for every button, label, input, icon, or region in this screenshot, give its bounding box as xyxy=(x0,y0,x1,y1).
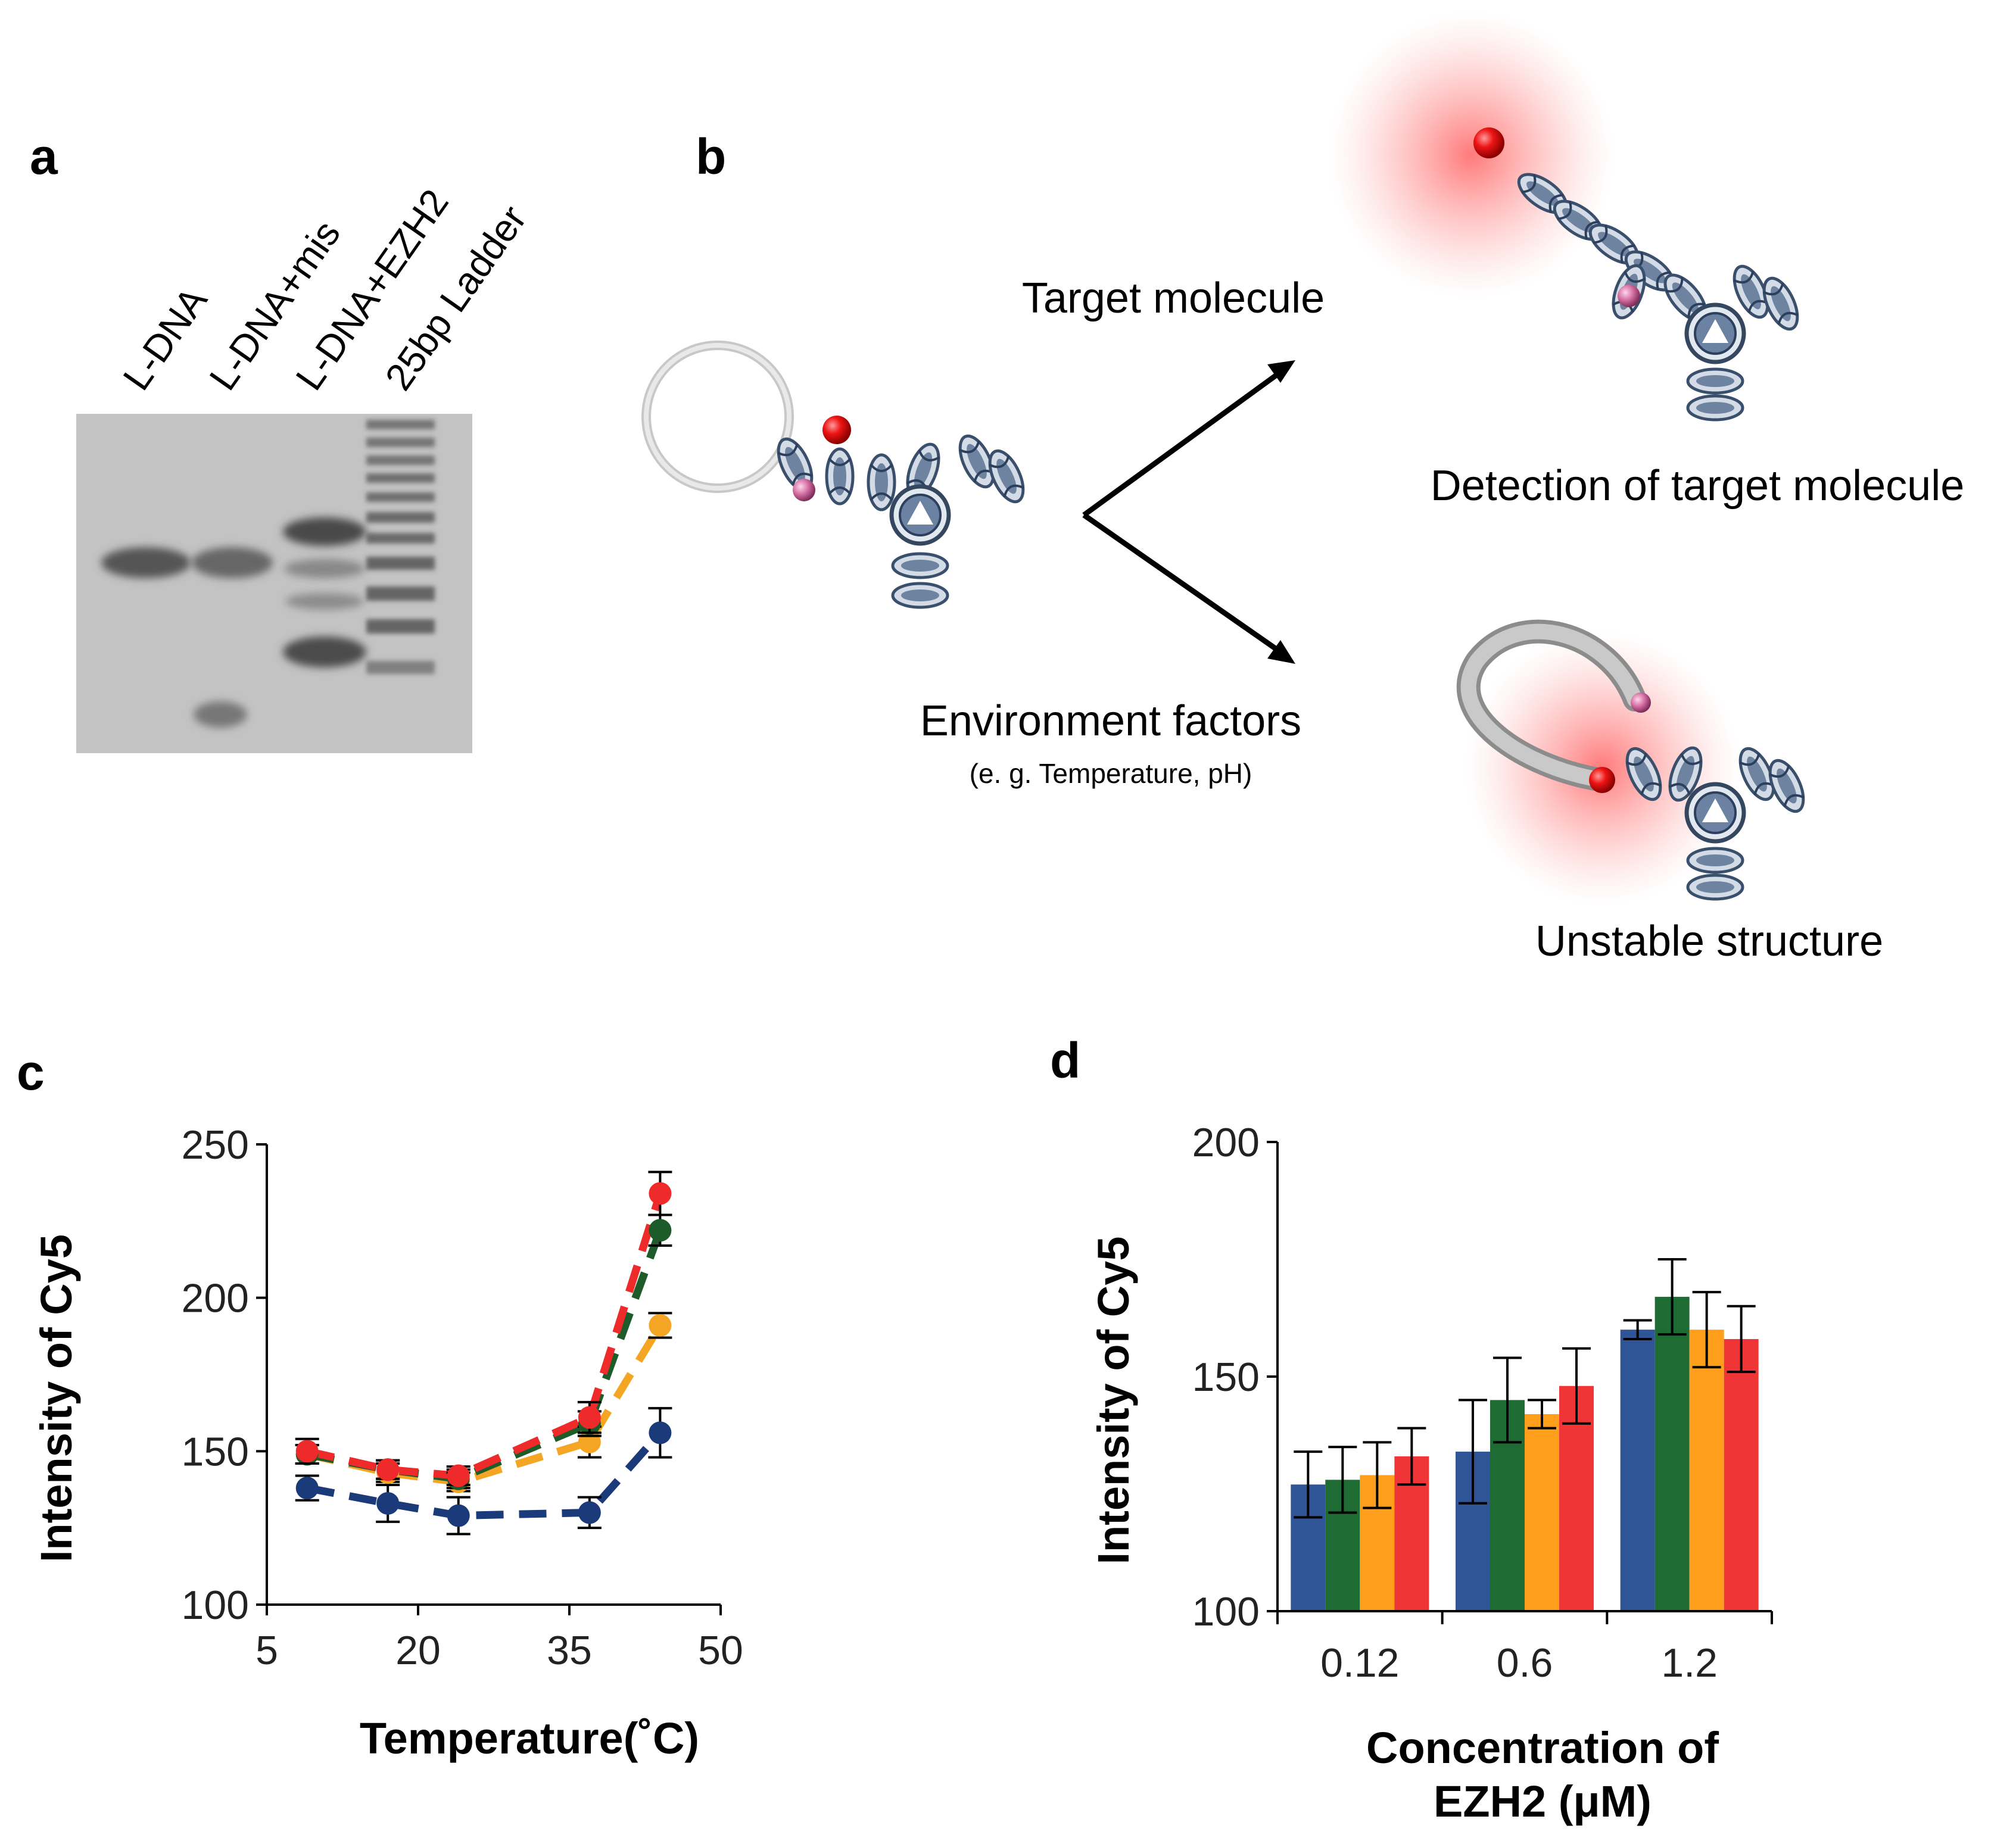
gel-band xyxy=(192,547,273,578)
fluorophore-icon xyxy=(1473,127,1504,158)
quencher-icon xyxy=(793,479,815,501)
data-point-red xyxy=(376,1458,400,1481)
gel-band xyxy=(284,559,365,578)
line-chart: 100 150 200 250 5 20 35 50 Temperature(˚C) Intens… xyxy=(32,1122,743,1763)
data-point-red xyxy=(578,1406,601,1429)
y-tick-label: 200 xyxy=(1192,1120,1260,1165)
quencher-icon xyxy=(1618,285,1640,307)
panel-c-letter: c xyxy=(17,1044,45,1100)
quencher-icon xyxy=(1631,692,1651,713)
data-point-blue xyxy=(376,1491,400,1515)
environment-factors-label: Environment factors xyxy=(920,697,1301,745)
gel-band xyxy=(285,593,364,610)
gel-image xyxy=(76,414,472,753)
bar-bar_orange xyxy=(1689,1330,1724,1611)
panel-a-letter: a xyxy=(30,129,58,185)
y-tick-label: 150 xyxy=(182,1429,249,1474)
panel-d-letter: d xyxy=(1050,1032,1080,1088)
x-axis-title: Temperature(˚C) xyxy=(360,1714,699,1763)
bar-bar_blue xyxy=(1620,1330,1655,1611)
x-tick-label: 5 xyxy=(255,1628,278,1673)
panel-b-letter: b xyxy=(696,129,726,185)
reaction-arrows xyxy=(1082,360,1295,664)
x-tick-label: 0.6 xyxy=(1497,1640,1553,1686)
bar-bar_orange xyxy=(1525,1414,1559,1611)
x-tick-label: 35 xyxy=(547,1628,592,1673)
target-molecule-label: Target molecule xyxy=(1022,274,1325,322)
data-point-blue xyxy=(649,1421,672,1444)
probe-closed xyxy=(641,341,1030,607)
data-point-red xyxy=(295,1440,319,1463)
x-axis-title: Concentration of xyxy=(1366,1723,1719,1773)
series-line-red xyxy=(306,1192,664,1480)
y-tick-label: 200 xyxy=(182,1276,249,1321)
panel-d: d 100 150 200 0.12 0.6 1.2 Concentration ofEZH… xyxy=(1050,1032,1773,1826)
data-point-red xyxy=(447,1464,470,1487)
x-axis-title: EZH2 (μM) xyxy=(1434,1777,1652,1826)
fluorophore-icon xyxy=(822,416,851,444)
gel-band xyxy=(194,701,247,728)
detection-label: Detection of target molecule xyxy=(1431,462,1964,510)
bar-chart: 100 150 200 0.12 0.6 1.2 Concentration ofEZH2 … xyxy=(1089,1120,1773,1826)
data-point-blue xyxy=(447,1504,470,1527)
panel-c: c 100 150 200 250 5 20 35 50 Temperature(˚C) Inte… xyxy=(17,1044,743,1763)
data-point-green xyxy=(649,1219,672,1242)
y-axis-title: Intensity of Cy5 xyxy=(32,1234,81,1562)
data-point-red xyxy=(649,1182,672,1205)
unstable-structure-label: Unstable structure xyxy=(1535,918,1883,965)
gel-band xyxy=(283,636,366,667)
x-tick-label: 1.2 xyxy=(1661,1640,1718,1686)
arrow-down-icon xyxy=(1082,513,1282,654)
ladder-bands xyxy=(366,420,435,674)
y-tick-label: 100 xyxy=(1192,1589,1260,1634)
probe-open-target xyxy=(1328,12,1804,420)
environment-factors-sublabel: (e. g. Temperature, pH) xyxy=(970,758,1252,789)
y-tick-label: 250 xyxy=(182,1122,249,1168)
data-point-blue xyxy=(578,1501,601,1524)
fluorophore-icon xyxy=(1589,767,1615,793)
gel-band xyxy=(283,517,366,546)
arrow-up-icon xyxy=(1082,370,1282,517)
x-tick-label: 50 xyxy=(698,1628,743,1673)
bar-bar_red xyxy=(1724,1338,1759,1611)
panel-b: b Target molecule Environment factors xyxy=(641,12,1964,965)
y-axis-title: Intensity of Cy5 xyxy=(1089,1237,1138,1565)
data-point-orange xyxy=(649,1314,672,1337)
x-tick-label: 0.12 xyxy=(1320,1640,1399,1686)
lane-label-l-dna: L-DNA xyxy=(114,279,215,398)
y-tick-label: 150 xyxy=(1192,1355,1260,1400)
panel-a: a L-DNA L-DNA+mis L-DNA+EZH2 25bp Ladder xyxy=(30,129,535,753)
bar-bar_green xyxy=(1654,1297,1690,1611)
x-tick-label: 20 xyxy=(395,1628,441,1673)
y-tick-label: 100 xyxy=(182,1583,249,1628)
data-point-blue xyxy=(295,1477,319,1500)
fluorescence-glow xyxy=(1328,12,1614,298)
probe-unstable xyxy=(1456,619,1810,905)
gel-band xyxy=(101,547,191,578)
